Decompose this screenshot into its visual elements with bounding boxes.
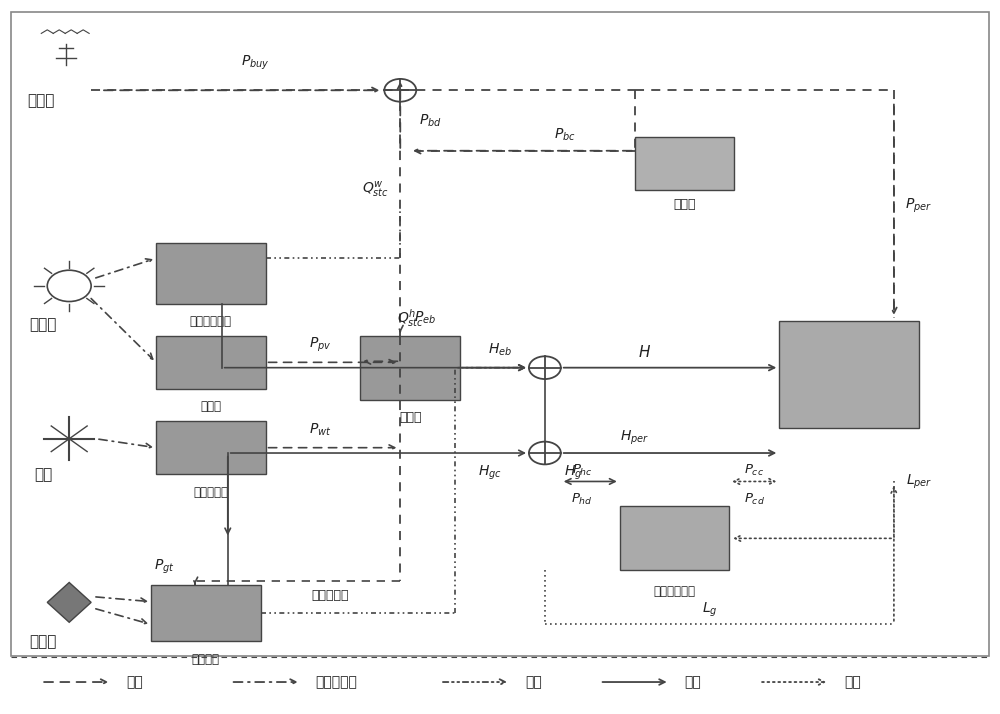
Polygon shape bbox=[47, 583, 91, 623]
FancyBboxPatch shape bbox=[635, 136, 734, 190]
Text: $P_{wt}$: $P_{wt}$ bbox=[309, 422, 332, 438]
Text: 冷能: 冷能 bbox=[844, 675, 861, 689]
Text: $P_{cd}$: $P_{cd}$ bbox=[744, 492, 765, 507]
Text: 太阳能集热器: 太阳能集热器 bbox=[190, 315, 232, 328]
Text: 太阳能: 太阳能 bbox=[30, 318, 57, 333]
FancyBboxPatch shape bbox=[156, 243, 266, 303]
Text: $P_{per}$: $P_{per}$ bbox=[905, 197, 932, 215]
Text: $L_g$: $L_g$ bbox=[702, 600, 717, 618]
Text: $Q_{stc}^{w}$: $Q_{stc}^{w}$ bbox=[362, 180, 389, 200]
Text: $H_{per}$: $H_{per}$ bbox=[620, 428, 649, 446]
Text: 地源热泵: 地源热泵 bbox=[192, 653, 220, 665]
FancyBboxPatch shape bbox=[156, 421, 266, 474]
Text: $P_{bc}$: $P_{bc}$ bbox=[554, 127, 576, 144]
Text: $P_{cc}$: $P_{cc}$ bbox=[744, 463, 764, 478]
FancyBboxPatch shape bbox=[620, 506, 729, 570]
Text: $L_{per}$: $L_{per}$ bbox=[906, 473, 932, 491]
FancyBboxPatch shape bbox=[360, 336, 460, 400]
Text: 风能: 风能 bbox=[34, 467, 52, 482]
Text: $P_{bd}$: $P_{bd}$ bbox=[419, 112, 442, 129]
Text: $H_g$: $H_g$ bbox=[564, 463, 582, 482]
Text: $P_{pv}$: $P_{pv}$ bbox=[309, 336, 332, 353]
Text: $H$: $H$ bbox=[638, 344, 651, 360]
Text: 电能: 电能 bbox=[126, 675, 143, 689]
Text: $P_{buy}$: $P_{buy}$ bbox=[241, 54, 270, 72]
FancyBboxPatch shape bbox=[151, 585, 261, 641]
Text: 电锅炉: 电锅炉 bbox=[399, 411, 422, 424]
FancyBboxPatch shape bbox=[156, 336, 266, 389]
Text: 可再生能源: 可再生能源 bbox=[316, 675, 357, 689]
Text: 蓄冷（热）罐: 蓄冷（热）罐 bbox=[654, 585, 696, 598]
Text: $P_{hd}$: $P_{hd}$ bbox=[571, 492, 593, 507]
Text: 热能: 热能 bbox=[684, 675, 701, 689]
Text: $Q_{stc}^{h}$: $Q_{stc}^{h}$ bbox=[397, 307, 424, 329]
Text: $P_{gt}$: $P_{gt}$ bbox=[154, 558, 175, 576]
FancyBboxPatch shape bbox=[779, 321, 919, 428]
Text: 冷凝热回收: 冷凝热回收 bbox=[312, 589, 349, 602]
Text: $P_{eb}$: $P_{eb}$ bbox=[414, 310, 436, 326]
Text: $H_{eb}$: $H_{eb}$ bbox=[488, 342, 512, 358]
Text: 热水: 热水 bbox=[525, 675, 542, 689]
Text: 风力发电机: 风力发电机 bbox=[193, 486, 228, 498]
Text: 配电网: 配电网 bbox=[28, 94, 55, 109]
Text: 地热能: 地热能 bbox=[30, 634, 57, 649]
Text: 蓄电池: 蓄电池 bbox=[673, 198, 696, 211]
Text: 光伏板: 光伏板 bbox=[200, 401, 221, 413]
Text: $P_{hc}$: $P_{hc}$ bbox=[572, 463, 593, 478]
Text: $H_{gc}$: $H_{gc}$ bbox=[478, 463, 502, 482]
